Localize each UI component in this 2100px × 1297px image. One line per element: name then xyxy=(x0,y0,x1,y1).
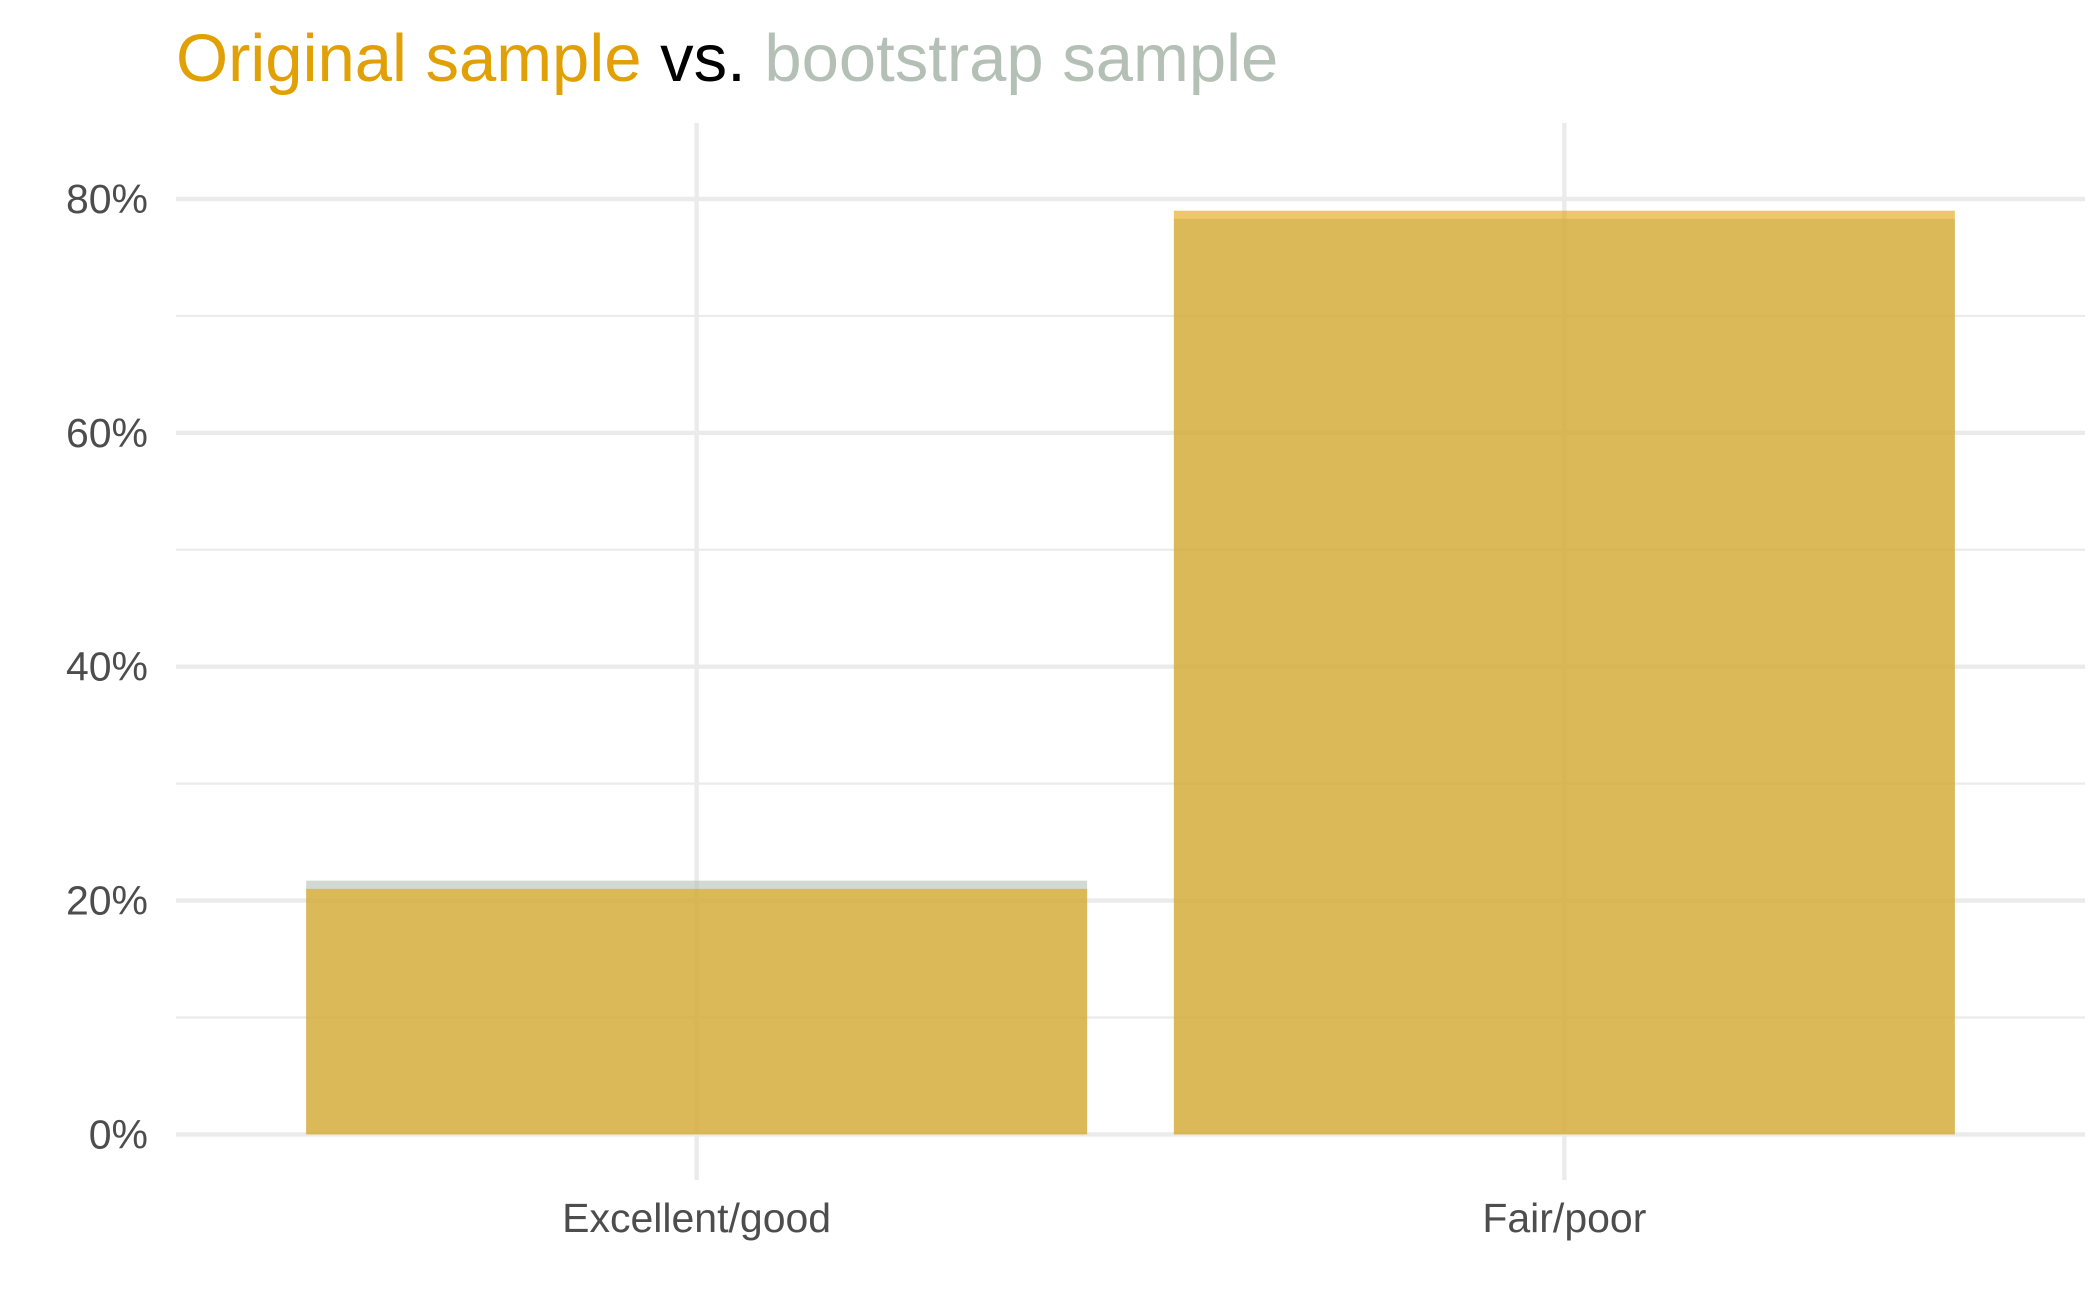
y-tick-label: 40% xyxy=(66,644,148,690)
bars xyxy=(306,210,1955,1135)
y-tick-label: 80% xyxy=(66,176,148,222)
bar-original-fair-poor xyxy=(1173,210,1955,1135)
y-axis-tick-labels: 0% 20% 40% 60% 80% xyxy=(66,176,148,1157)
x-axis-tick-labels: Excellent/good Fair/poor xyxy=(562,1195,1646,1241)
title-bootstrap-part: bootstrap sample xyxy=(764,21,1279,96)
chart-title: Original sample vs. bootstrap sample xyxy=(176,14,1278,104)
title-vs-part: vs. xyxy=(641,21,765,96)
title-original-part: Original sample xyxy=(176,21,642,96)
x-tick-label: Excellent/good xyxy=(562,1195,831,1241)
y-tick-label: 60% xyxy=(66,410,148,456)
x-tick-label: Fair/poor xyxy=(1482,1195,1646,1241)
bar-original-excellent-good xyxy=(306,888,1088,1135)
y-tick-label: 20% xyxy=(66,878,148,924)
y-tick-label: 0% xyxy=(89,1111,148,1157)
